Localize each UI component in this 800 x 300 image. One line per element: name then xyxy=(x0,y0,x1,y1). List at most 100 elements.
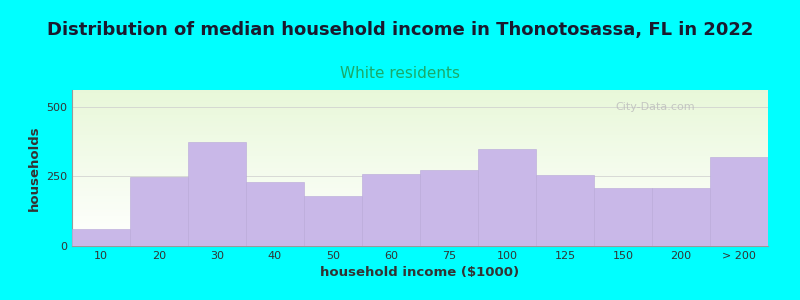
Bar xyxy=(72,202,768,204)
Bar xyxy=(72,132,768,134)
Bar xyxy=(72,162,768,163)
Bar xyxy=(72,216,768,218)
Bar xyxy=(72,229,768,230)
Bar xyxy=(72,98,768,99)
Bar xyxy=(72,201,768,202)
Bar xyxy=(72,181,768,182)
Bar xyxy=(72,118,768,120)
Bar xyxy=(72,226,768,227)
Bar xyxy=(72,96,768,98)
Bar xyxy=(72,155,768,157)
Bar xyxy=(72,152,768,154)
Bar xyxy=(72,123,768,124)
Bar xyxy=(710,157,768,246)
Bar xyxy=(72,233,768,235)
Bar xyxy=(72,227,768,229)
Bar xyxy=(72,135,768,137)
Bar xyxy=(72,210,768,212)
Bar xyxy=(72,92,768,93)
Bar xyxy=(72,182,768,184)
Bar xyxy=(72,238,768,240)
Bar xyxy=(72,137,768,138)
Bar xyxy=(72,124,768,126)
Bar xyxy=(536,175,594,246)
Bar xyxy=(72,215,768,216)
Bar xyxy=(72,187,768,188)
Bar xyxy=(72,138,768,140)
Bar xyxy=(72,224,768,226)
Bar xyxy=(72,190,768,191)
Bar xyxy=(72,198,768,199)
Bar xyxy=(72,116,768,118)
Bar xyxy=(72,196,768,198)
Bar xyxy=(478,148,536,246)
Bar xyxy=(72,237,768,238)
Bar xyxy=(72,101,768,103)
Bar xyxy=(72,206,768,207)
Bar xyxy=(72,142,768,143)
Bar xyxy=(72,176,768,177)
Bar xyxy=(72,229,130,246)
Bar xyxy=(72,169,768,171)
Bar xyxy=(72,173,768,174)
Bar xyxy=(72,99,768,101)
Bar xyxy=(304,196,362,246)
Bar xyxy=(72,143,768,145)
Bar xyxy=(72,134,768,135)
Bar xyxy=(72,148,768,149)
Bar xyxy=(72,149,768,151)
Bar xyxy=(72,112,768,113)
Bar xyxy=(72,207,768,208)
Bar xyxy=(72,107,768,109)
Bar xyxy=(72,171,768,173)
Bar xyxy=(420,170,478,246)
Bar xyxy=(72,221,768,223)
Bar xyxy=(72,157,768,159)
Y-axis label: households: households xyxy=(27,125,41,211)
Bar xyxy=(72,121,768,123)
Bar xyxy=(362,174,420,246)
Bar xyxy=(72,230,768,232)
Bar xyxy=(72,218,768,220)
Bar xyxy=(72,223,768,224)
Bar xyxy=(72,184,768,185)
Text: White residents: White residents xyxy=(340,66,460,81)
Bar xyxy=(72,188,768,190)
Bar xyxy=(72,213,768,215)
Bar xyxy=(72,103,768,104)
Bar xyxy=(72,93,768,95)
Bar xyxy=(72,95,768,96)
Bar xyxy=(72,154,768,155)
Bar xyxy=(72,130,768,132)
Bar xyxy=(72,113,768,115)
Bar xyxy=(72,129,768,130)
Text: City-Data.com: City-Data.com xyxy=(615,103,694,112)
Bar xyxy=(72,151,768,152)
Bar xyxy=(72,191,768,193)
Bar xyxy=(72,106,768,107)
X-axis label: household income ($1000): household income ($1000) xyxy=(321,266,519,279)
Bar xyxy=(72,199,768,201)
Bar xyxy=(130,177,188,246)
Bar xyxy=(72,241,768,243)
Bar xyxy=(72,146,768,148)
Bar xyxy=(72,110,768,112)
Bar xyxy=(72,204,768,206)
Bar xyxy=(594,188,652,246)
Bar xyxy=(72,168,768,170)
Bar xyxy=(72,115,768,116)
Text: Distribution of median household income in Thonotosassa, FL in 2022: Distribution of median household income … xyxy=(47,21,753,39)
Bar xyxy=(72,179,768,181)
Bar xyxy=(72,104,768,106)
Bar xyxy=(72,159,768,160)
Bar xyxy=(72,235,768,237)
Bar xyxy=(72,90,768,92)
Bar xyxy=(72,185,768,187)
Bar xyxy=(72,145,768,146)
Bar xyxy=(72,193,768,194)
Bar xyxy=(72,160,768,162)
Bar xyxy=(72,120,768,121)
Bar xyxy=(72,243,768,244)
Bar xyxy=(72,163,768,165)
Bar xyxy=(72,109,768,110)
